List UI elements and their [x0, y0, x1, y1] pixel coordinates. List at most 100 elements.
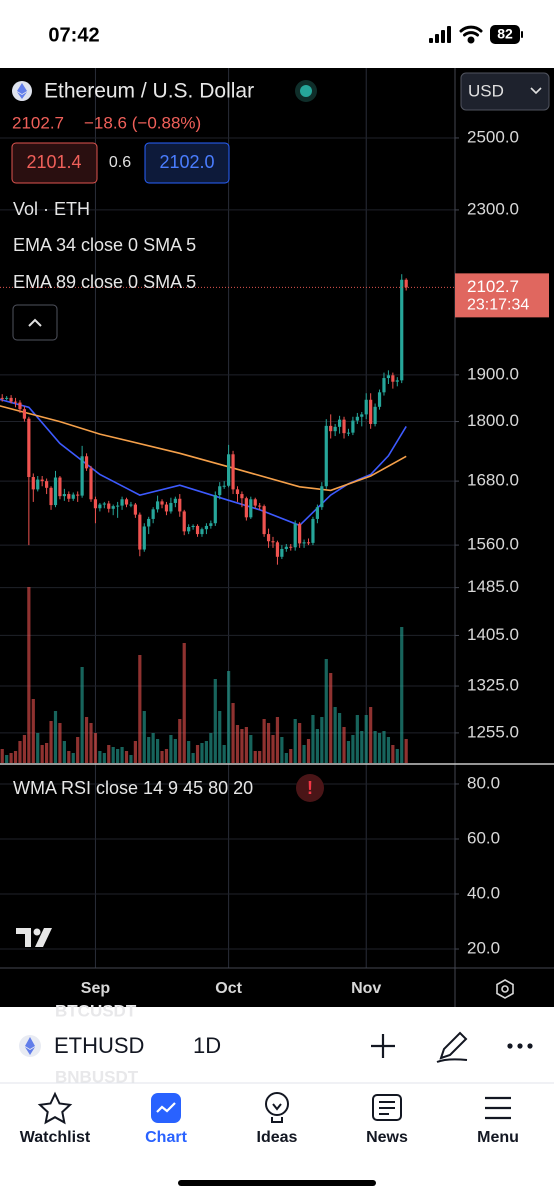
volume-bar [333, 707, 337, 763]
volume-bar [400, 627, 404, 763]
error-icon[interactable] [296, 774, 324, 802]
volume-bar [124, 751, 129, 763]
volume-bar [275, 717, 280, 763]
volume-bar [173, 739, 177, 763]
candle-body [155, 501, 160, 510]
candle-body [400, 279, 404, 381]
candle-body [107, 503, 111, 509]
candle-body [31, 477, 35, 490]
buy-button[interactable] [144, 142, 230, 184]
volume-bar [262, 719, 266, 763]
spread: 0.6 [109, 154, 131, 171]
chart-icon[interactable] [151, 1093, 181, 1123]
volume-bar [195, 745, 200, 763]
volume-bar [209, 733, 213, 763]
volume-bar [244, 727, 248, 763]
volume-bar [369, 707, 373, 763]
chevron [530, 87, 542, 95]
volume-bar [120, 747, 124, 763]
volume-bar [218, 711, 222, 763]
volume-bar [315, 729, 319, 763]
volume-bar [182, 643, 186, 763]
candle-body [218, 486, 222, 496]
candle-body [40, 479, 44, 482]
volume-bar [258, 751, 262, 763]
candle-body [324, 425, 328, 487]
collapse-button[interactable] [12, 304, 58, 341]
signal-icon [429, 26, 451, 43]
tab-label[interactable]: Chart [145, 1129, 187, 1146]
interval[interactable]: 1D [193, 1033, 221, 1058]
volume-bar [13, 751, 18, 763]
candle-body [333, 426, 337, 432]
volume-bar [306, 739, 311, 763]
volume-bar [98, 751, 102, 763]
toolbar-symbol[interactable]: ETHUSD [54, 1033, 144, 1058]
eth-glyph [25, 1037, 35, 1055]
volume-bar [18, 741, 22, 763]
candle-body [315, 507, 319, 519]
candle-body [311, 518, 315, 543]
tab-label[interactable]: Watchlist [20, 1129, 91, 1146]
candle-body [244, 498, 248, 518]
chart-icon-line [156, 1102, 176, 1113]
candle-body [187, 527, 191, 532]
news-icon[interactable] [372, 1094, 402, 1121]
volume-bar [404, 739, 408, 763]
candle-body [80, 456, 84, 496]
volume-bar [213, 679, 217, 763]
volume-bar [133, 741, 137, 763]
currency: USD [468, 81, 504, 100]
chart-plot: Sep Oct Nov 2500.0 2300.0 1900.0 1800.0 1680.0 1… [0, 68, 519, 997]
candle-body [275, 542, 280, 557]
price-label-box [455, 273, 549, 318]
volume-bar [191, 753, 195, 763]
candle-body [129, 504, 133, 506]
watchlist-icon[interactable] [37, 1091, 73, 1125]
volume-bar [266, 723, 271, 763]
add-button[interactable] [371, 1034, 395, 1058]
volume-bar [147, 737, 151, 763]
y-tick-label: 1680.0 [467, 471, 519, 490]
chart-background [0, 68, 554, 1007]
volume-bar [289, 749, 293, 763]
x-tick-label: Sep [81, 980, 111, 997]
candle-body [280, 548, 284, 557]
candle-body [133, 504, 137, 515]
candle-body [9, 397, 13, 402]
volume-bar [84, 717, 89, 763]
volume-bar [346, 741, 351, 763]
ideas-icon[interactable] [265, 1092, 289, 1116]
tab-label[interactable]: Ideas [257, 1129, 298, 1146]
currency-select[interactable] [460, 72, 550, 111]
volume-bar [293, 719, 297, 763]
draw-button[interactable] [436, 1031, 468, 1063]
candle-body [262, 506, 266, 535]
candle-body [284, 546, 288, 549]
volume-bar [302, 745, 306, 763]
volume-bar [93, 733, 98, 763]
ghost-symbol: BTCUSDT [55, 1001, 137, 1020]
sell-button[interactable] [11, 142, 98, 184]
volume-bar [138, 655, 142, 763]
candle-body [337, 419, 342, 427]
volume-bar [355, 715, 359, 763]
candle-body [76, 494, 80, 496]
candle-body [151, 509, 155, 519]
tab-label[interactable]: News [366, 1129, 408, 1146]
news-icon-lines [379, 1101, 395, 1115]
symbol-name[interactable]: Ethereum / U.S. Dollar [44, 80, 254, 103]
volume-bar [395, 749, 399, 763]
menu-icon[interactable] [485, 1096, 511, 1120]
candle-body [191, 525, 195, 528]
settings-icon[interactable] [496, 979, 514, 999]
y-tick-label: 40.0 [467, 883, 500, 902]
candle-body [360, 414, 364, 417]
more-button[interactable] [507, 1043, 533, 1049]
volume-bar [351, 735, 355, 763]
tab-label[interactable]: Menu [477, 1129, 519, 1146]
volume-bar [386, 737, 391, 763]
price-change: −18.6 (−0.88%) [84, 113, 201, 132]
candle-body [93, 499, 98, 509]
market-status [300, 85, 312, 97]
